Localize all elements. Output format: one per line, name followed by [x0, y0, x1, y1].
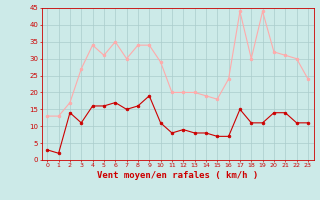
- X-axis label: Vent moyen/en rafales ( km/h ): Vent moyen/en rafales ( km/h ): [97, 171, 258, 180]
